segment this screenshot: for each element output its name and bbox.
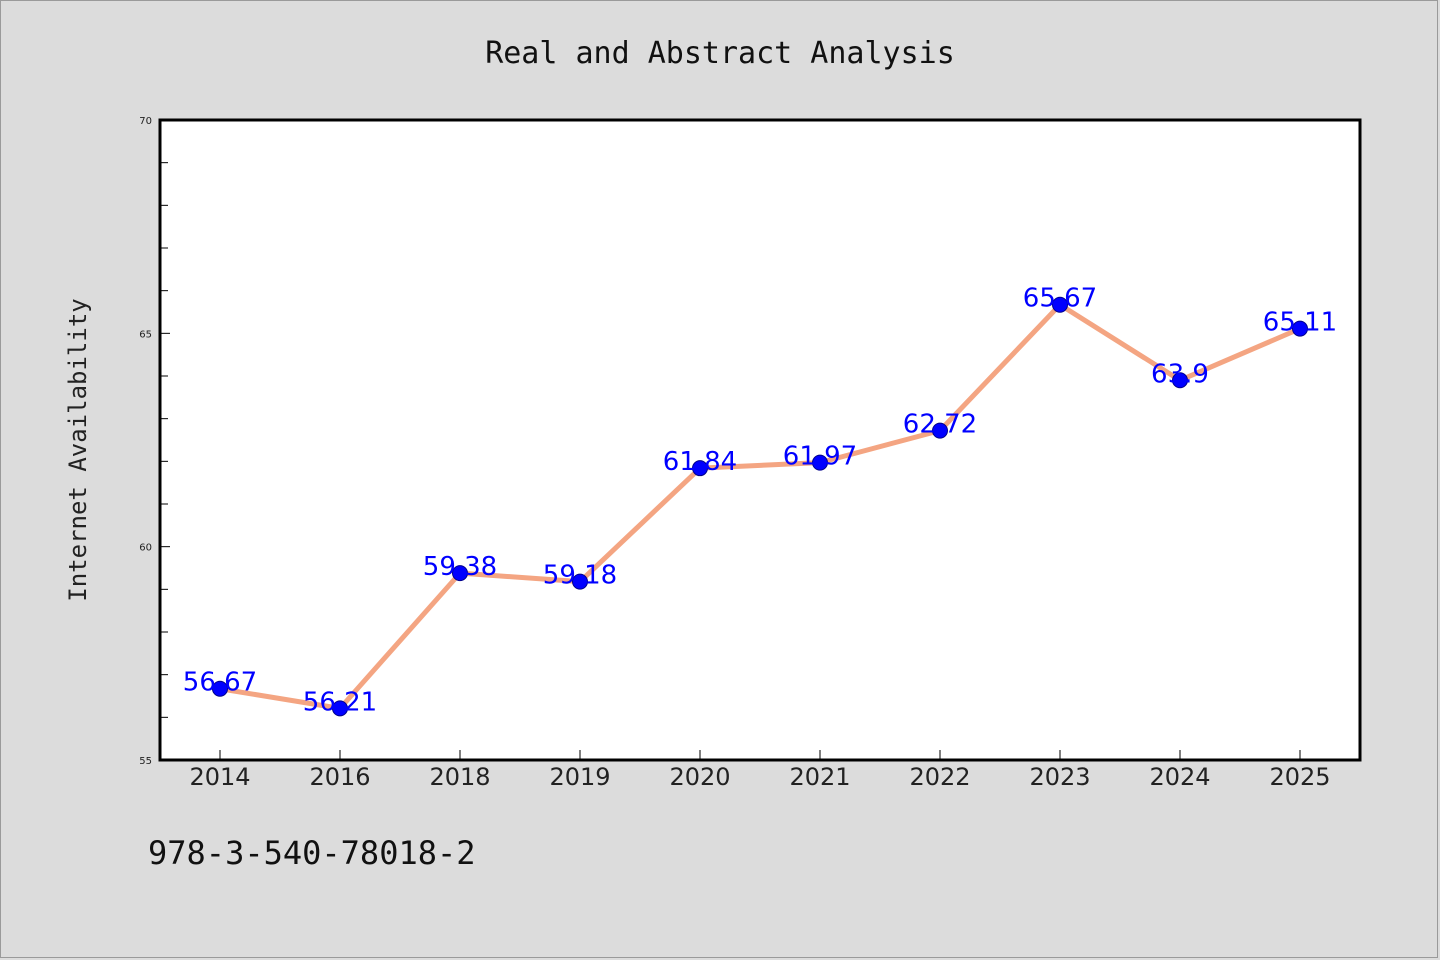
- y-tick-label: 65: [139, 329, 152, 340]
- data-point: [1172, 372, 1188, 389]
- x-tick-label: 2014: [189, 763, 250, 791]
- x-tick-label: 2021: [789, 763, 850, 791]
- data-point: [332, 700, 348, 717]
- data-point: [932, 422, 948, 439]
- data-label: 61.97: [783, 442, 857, 472]
- data-label: 65.67: [1023, 284, 1097, 314]
- x-tick-label: 2023: [1029, 763, 1090, 791]
- data-point: [572, 573, 588, 590]
- data-point: [692, 460, 708, 477]
- data-label: 56.67: [183, 668, 257, 698]
- plot-area: [158, 118, 1362, 762]
- y-tick-label: 60: [139, 543, 152, 554]
- data-point: [212, 680, 228, 697]
- y-tick-label: 70: [139, 116, 152, 127]
- y-axis-label: Internet Availability: [64, 298, 92, 601]
- data-label: 65.11: [1263, 308, 1337, 338]
- x-tick-label: 2018: [429, 763, 490, 791]
- data-point: [812, 454, 828, 471]
- y-tick-label: 55: [139, 756, 152, 767]
- data-point: [1052, 296, 1068, 313]
- chart-title: Real and Abstract Analysis: [485, 36, 955, 71]
- x-tick-label: 2025: [1269, 763, 1330, 791]
- data-label: 62.72: [903, 410, 977, 440]
- data-label: 56.21: [303, 687, 377, 717]
- data-point: [452, 565, 468, 582]
- x-tick-label: 2020: [669, 763, 730, 791]
- y-axis: 55 60 65 70: [139, 116, 170, 767]
- data-labels: 56.67 56.21 59.38 59.18 61.84 61.97 62.72 65.67…: [183, 284, 1337, 718]
- data-label: 59.38: [423, 552, 497, 582]
- x-tick-label: 2016: [309, 763, 370, 791]
- x-tick-label: 2024: [1149, 763, 1210, 791]
- series-line: [217, 302, 1303, 711]
- footnote-isbn: 978-3-540-78018-2: [148, 834, 476, 872]
- x-axis: 2014 2016 2018 2019 2020 2021 2022 2023 2024 2025: [189, 750, 1331, 791]
- data-label: 59.18: [543, 561, 617, 591]
- x-tick-label: 2022: [909, 763, 970, 791]
- x-tick-label: 2019: [549, 763, 610, 791]
- data-label: 61.84: [663, 447, 737, 477]
- series-layer: [212, 296, 1308, 717]
- data-point: [1292, 320, 1308, 337]
- data-label: 63.9: [1151, 359, 1209, 389]
